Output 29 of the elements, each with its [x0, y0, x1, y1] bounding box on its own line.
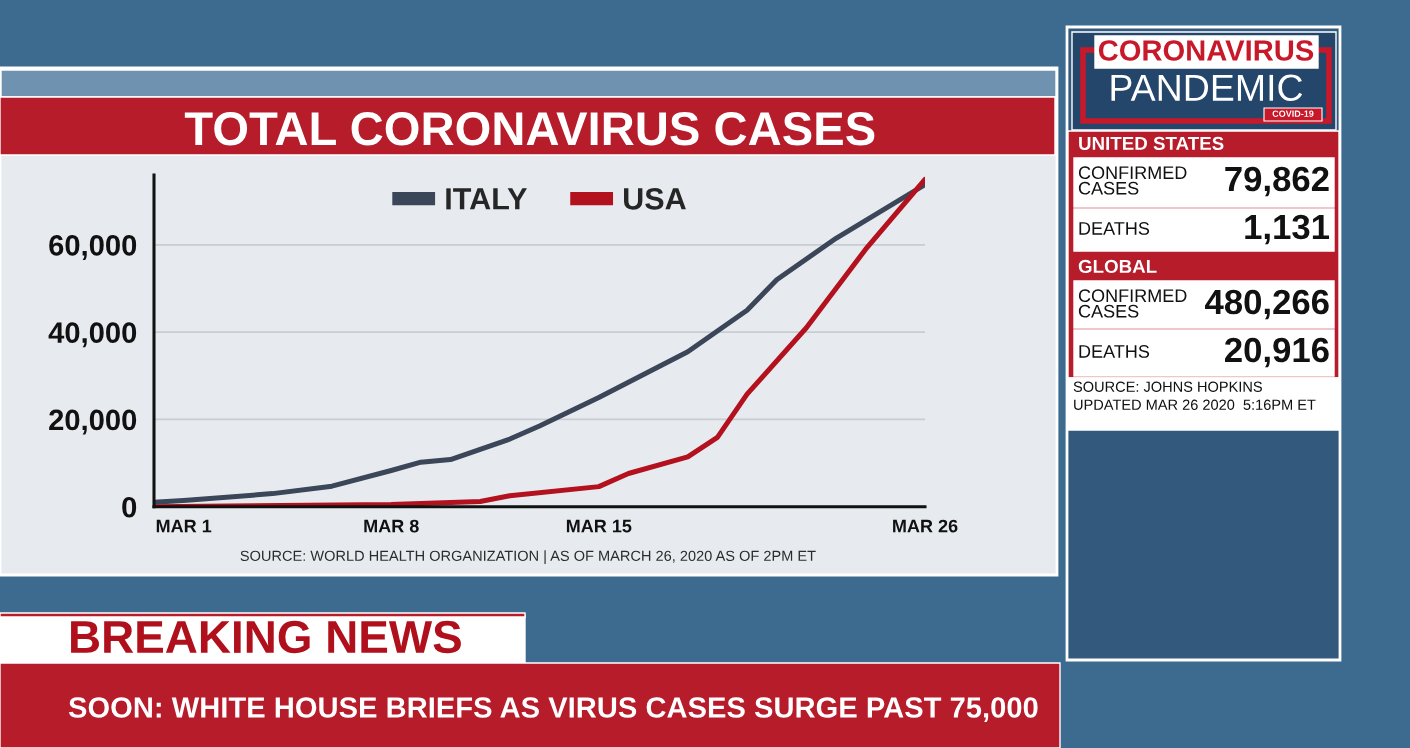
text: CORONAVIRUS	[1098, 40, 1314, 61]
text: GLOBAL	[1078, 259, 1157, 274]
text: 1,131	[1245, 214, 1330, 245]
text: SOON: WHITE HOUSE BRIEFS AS VIRUS CASES SURGE PAST 75,000	[68, 697, 1038, 723]
x-tick-label: MAR 8	[364, 519, 419, 533]
chart-title: TOTAL CORONAVIRUS CASES	[184, 112, 875, 146]
text: CONFIRMED CASES	[1078, 289, 1187, 318]
text: UNITED STATES	[1079, 136, 1224, 151]
text: COVID-19	[1272, 110, 1314, 117]
text: 480,266	[1205, 289, 1329, 320]
source-note: SOURCE: JOHNS HOPKINS	[1073, 381, 1262, 392]
source-note: SOURCE: WORLD HEALTH ORGANIZATION | AS OF MARCH 26, 2020 AS OF 2PM ET	[240, 550, 816, 564]
y-tick-label: 40,000	[48, 322, 137, 348]
text: BREAKING NEWS	[71, 620, 461, 654]
text: UPDATED MAR 26 2020 5:16PM ET	[1074, 399, 1316, 410]
text: DEATHS	[1079, 345, 1150, 358]
text: PANDEMIC	[1111, 74, 1303, 102]
y-tick-label: 20,000	[49, 409, 137, 435]
y-tick-label: 60,000	[49, 235, 137, 260]
legend-label: USA	[624, 188, 686, 210]
x-tick-label: MAR 1	[156, 519, 212, 533]
text: 20,916	[1225, 337, 1329, 368]
text: 79,862	[1225, 166, 1329, 197]
text: DEATHS	[1079, 222, 1150, 235]
text: CONFIRMED CASES	[1078, 166, 1187, 195]
x-tick-label: MAR 26	[893, 519, 958, 533]
y-tick-label: 0	[122, 496, 137, 518]
legend-label: ITALY	[446, 188, 527, 210]
x-tick-label: MAR 15	[566, 519, 632, 533]
